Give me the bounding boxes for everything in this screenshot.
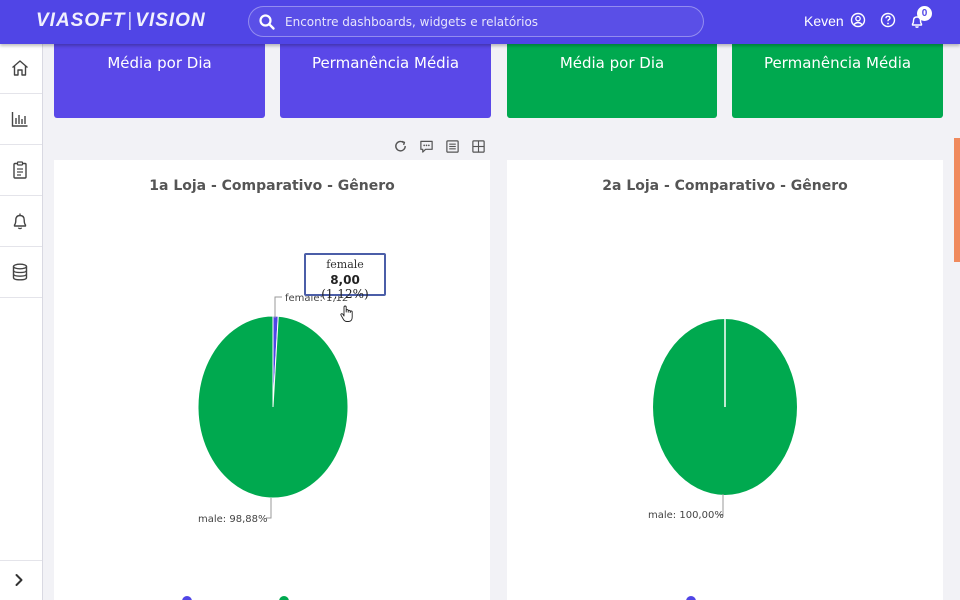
logo-left: VIASOFT <box>36 10 126 31</box>
kpi-label: Média por Dia <box>107 54 212 72</box>
pie-label-leader <box>718 494 724 516</box>
sidebar-expand-button[interactable] <box>0 560 42 600</box>
sidebar-item-data[interactable] <box>0 248 42 298</box>
pie-chart-loja-1 <box>197 296 349 519</box>
kpi-card-permanencia-media[interactable]: Permanência Média <box>732 44 943 118</box>
hand-cursor-icon <box>340 305 353 322</box>
legend-dot-male[interactable] <box>279 596 289 600</box>
logo-right: VISION <box>135 10 206 31</box>
refresh-icon[interactable] <box>393 139 408 154</box>
search-input[interactable] <box>285 7 685 36</box>
notification-badge: 0 <box>917 6 932 21</box>
search-icon <box>259 14 275 30</box>
database-icon <box>12 263 28 281</box>
pie-label-male: male: 100,00% <box>648 510 724 521</box>
app-logo[interactable]: VIASOFT | VISION <box>36 10 206 32</box>
comment-icon[interactable] <box>419 139 434 154</box>
sidebar <box>0 44 43 600</box>
clipboard-icon <box>13 161 27 179</box>
chart-title: 2a Loja - Comparativo - Gênero <box>602 178 848 194</box>
bell-icon <box>13 213 27 230</box>
legend-dot-female[interactable] <box>182 596 192 600</box>
sidebar-item-alerts[interactable] <box>0 197 42 247</box>
pie-label-male: male: 98,88% <box>198 514 268 525</box>
sidebar-item-reports[interactable] <box>0 95 42 145</box>
kpi-label: Permanência Média <box>311 54 460 72</box>
kpi-card-permanencia-media[interactable]: Permanência Média <box>280 44 491 118</box>
kpi-label: Média por Dia <box>559 54 665 72</box>
kpi-card-media-por-dia[interactable]: Média por Dia <box>507 44 717 118</box>
chevron-right-icon <box>15 574 23 586</box>
list-icon[interactable] <box>445 139 460 154</box>
sidebar-item-tasks[interactable] <box>0 146 42 196</box>
chart-title: 1a Loja - Comparativo - Gênero <box>149 178 395 194</box>
pie-chart-loja-2 <box>653 319 797 516</box>
pie-label-female: female: 1,12 <box>285 293 349 304</box>
top-bar: VIASOFT|VISION Keven 0 <box>0 0 960 44</box>
kpi-label: Permanência Média <box>763 54 912 72</box>
kpi-card-media-por-dia[interactable]: Média por Dia <box>54 44 265 118</box>
tooltip-series-name: female <box>326 258 364 271</box>
tooltip-value: 8,00 <box>330 273 360 287</box>
logo-separator: | <box>127 10 134 31</box>
legend-dot-male[interactable] <box>686 596 696 600</box>
chart-card-loja-2: 2a Loja - Comparativo - Gênero male: 100… <box>507 160 943 600</box>
sidebar-item-home[interactable] <box>0 44 42 94</box>
pie-label-leader <box>274 296 282 318</box>
grid-icon[interactable] <box>471 139 486 154</box>
tooltip-value-line: 8,00 (1,12%) <box>306 273 384 301</box>
scrollbar-thumb[interactable] <box>954 138 960 262</box>
chart-card-loja-1: 1a Loja - Comparativo - Gênero female: 1… <box>54 160 490 600</box>
widget-toolbar <box>392 138 488 156</box>
pie-label-leader <box>266 498 272 519</box>
tooltip-percent: (1,12%) <box>321 287 369 301</box>
home-icon <box>12 60 28 76</box>
user-circle-icon[interactable] <box>850 12 866 28</box>
help-icon[interactable] <box>880 12 896 28</box>
bar-chart-icon <box>11 112 28 127</box>
user-name[interactable]: Keven <box>804 13 844 29</box>
pie-slice-male[interactable] <box>197 315 349 499</box>
search-box[interactable] <box>248 6 704 37</box>
chart-tooltip: female 8,00 (1,12%) <box>304 253 386 301</box>
